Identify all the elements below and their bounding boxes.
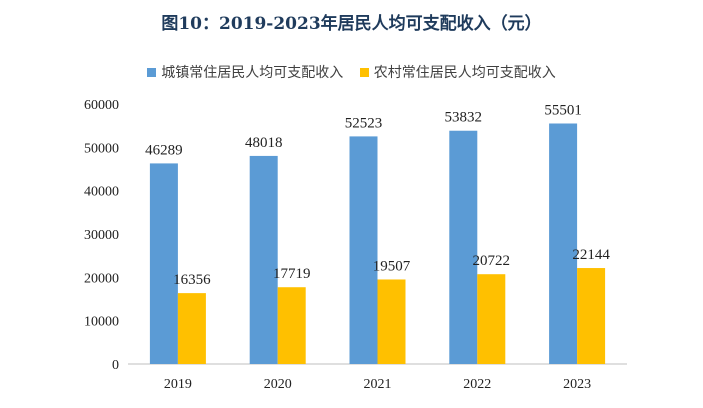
bar-rural	[477, 274, 506, 364]
data-label: 20722	[473, 253, 511, 269]
legend-swatch-rural	[359, 67, 369, 77]
bar-rural	[177, 293, 206, 364]
x-tick-label: 2022	[463, 377, 491, 392]
x-tick-label: 2020	[264, 377, 292, 392]
legend-label-urban: 城镇常住居民人均可支配收入	[161, 65, 344, 81]
legend-swatch-urban	[147, 67, 157, 77]
legend-item-rural: 农村常住居民人均可支配收入	[359, 62, 556, 82]
y-tick-label: 60000	[84, 98, 119, 113]
bar-urban	[249, 155, 278, 364]
data-label: 46289	[145, 142, 183, 158]
chart-title: 图10：2019-2023年居民人均可支配收入（元）	[161, 14, 542, 34]
bar-rural	[377, 279, 406, 364]
legend-item-urban: 城镇常住居民人均可支配收入	[147, 62, 343, 82]
data-label: 53832	[445, 110, 483, 126]
y-tick-label: 50000	[84, 141, 119, 156]
data-label: 16356	[173, 272, 211, 288]
bar-urban	[549, 123, 578, 364]
y-tick-label: 0	[112, 358, 119, 373]
data-label: 55501	[544, 102, 582, 118]
bar-rural	[577, 268, 606, 364]
x-tick-label: 2019	[164, 377, 192, 392]
data-label: 19507	[373, 258, 411, 274]
data-label: 22144	[572, 247, 610, 263]
data-label: 17719	[273, 266, 311, 282]
legend: 城镇常住居民人均可支配收入 农村常住居民人均可支配收入	[0, 62, 703, 82]
x-tick-label: 2021	[364, 377, 392, 392]
bar-rural	[277, 287, 306, 364]
bar-urban	[349, 136, 378, 364]
bar-urban	[449, 130, 478, 364]
y-tick-label: 10000	[84, 315, 119, 330]
bar-urban	[149, 163, 178, 364]
y-tick-label: 20000	[84, 271, 119, 286]
data-label: 52523	[345, 115, 383, 131]
x-tick-label: 2023	[563, 377, 591, 392]
data-label: 48018	[245, 135, 283, 151]
legend-label-rural: 农村常住居民人均可支配收入	[373, 65, 556, 81]
y-tick-label: 40000	[84, 185, 119, 200]
y-tick-label: 30000	[84, 228, 119, 243]
